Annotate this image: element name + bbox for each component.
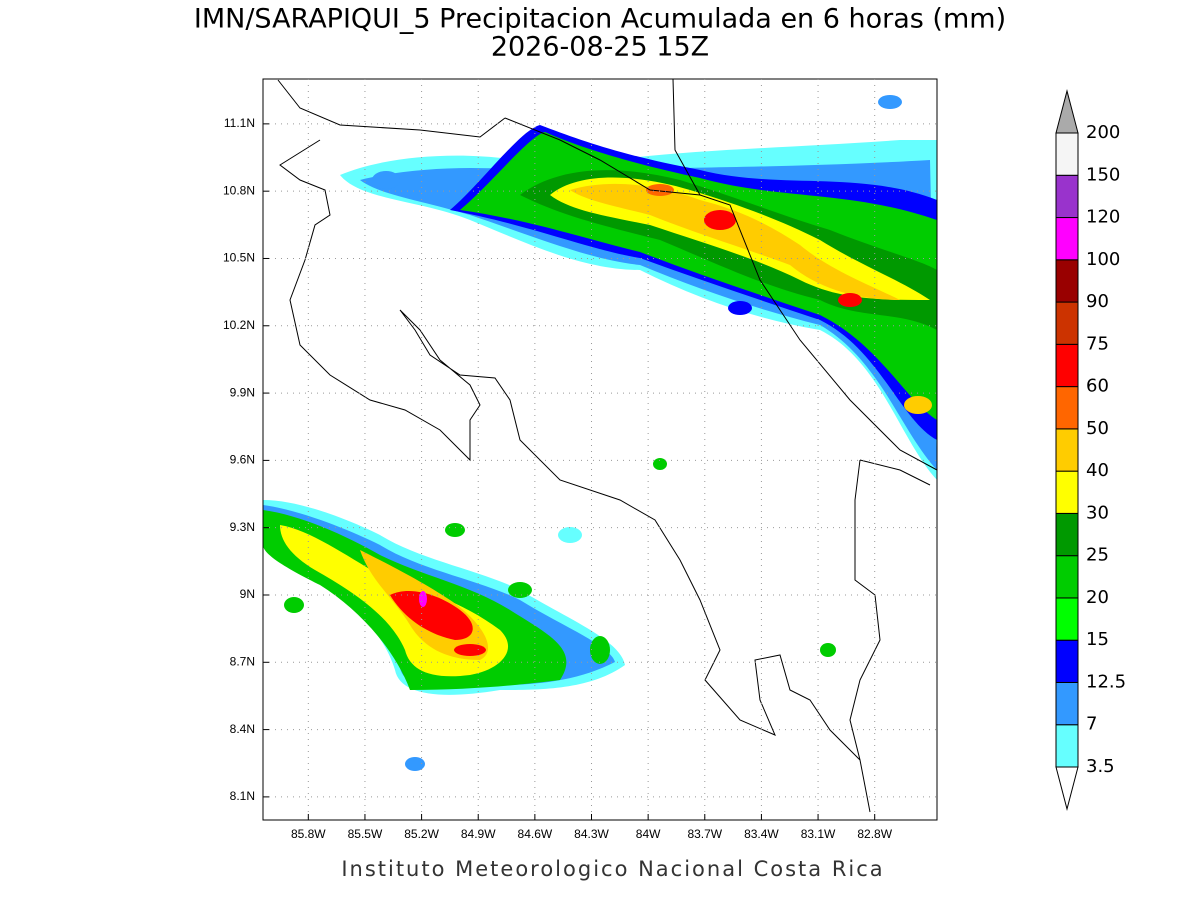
colorbar-label: 100 — [1086, 249, 1120, 270]
colorbar-box — [1055, 555, 1079, 599]
y-tick-label: 9N — [240, 587, 255, 601]
x-tick-label: 82.8W — [857, 827, 892, 841]
colorbar-box — [1055, 681, 1079, 726]
y-tick-label: 8.4N — [230, 722, 255, 736]
x-tick-label: 85.5W — [348, 827, 383, 841]
y-tick-label: 8.1N — [230, 789, 255, 803]
colorbar-label: 20 — [1086, 587, 1109, 608]
y-tick-label: 10.5N — [223, 251, 255, 265]
x-tick-label: 85.2W — [404, 827, 439, 841]
precip-field — [263, 95, 937, 771]
colorbar-box — [1055, 470, 1079, 514]
y-tick-label: 10.2N — [223, 318, 255, 332]
colorbar-box — [1055, 724, 1079, 768]
colorbar-label: 12.5 — [1086, 671, 1126, 692]
subtitle: 2026-08-25 15Z — [491, 32, 709, 63]
colorbar-label: 50 — [1086, 418, 1109, 439]
x-tick-label: 83.4W — [744, 827, 779, 841]
coastlines — [277, 79, 937, 813]
colorbar-box — [1055, 639, 1079, 683]
colorbar-label: 40 — [1086, 460, 1109, 481]
colorbar-under — [1055, 766, 1079, 811]
colorbar-box — [1055, 174, 1079, 219]
colorbar-box — [1055, 343, 1079, 388]
colorbar-box — [1055, 132, 1079, 176]
colorbar-box — [1055, 217, 1079, 261]
map-frame — [262, 78, 938, 821]
y-tick-label: 9.9N — [230, 385, 255, 399]
colorbar-box — [1055, 428, 1079, 472]
y-tick-label: 10.8N — [223, 183, 255, 197]
x-tick-label: 84.6W — [518, 827, 553, 841]
colorbar-label: 30 — [1086, 502, 1109, 523]
colorbar-box — [1055, 386, 1079, 430]
colorbar-label: 7 — [1086, 714, 1097, 735]
colorbar-label: 150 — [1086, 164, 1120, 185]
colorbar-box — [1055, 597, 1079, 641]
x-tick-label: 83.7W — [687, 827, 722, 841]
colorbar-label: 120 — [1086, 207, 1120, 228]
y-tick-label: 9.3N — [230, 520, 255, 534]
x-tick-label: 84.9W — [461, 827, 496, 841]
colorbar-label: 15 — [1086, 629, 1109, 650]
colorbar-label: 60 — [1086, 376, 1109, 397]
colorbar-box — [1055, 259, 1079, 303]
y-tick-label: 9.6N — [230, 453, 255, 467]
y-tick-label: 8.7N — [230, 654, 255, 668]
colorbar-label: 200 — [1086, 122, 1120, 143]
colorbar-box — [1055, 301, 1079, 345]
x-tick-label: 84.3W — [574, 827, 609, 841]
colorbar-over — [1055, 89, 1079, 134]
x-tick-label: 85.8W — [291, 827, 326, 841]
colorbar-label: 75 — [1086, 333, 1109, 354]
colorbar-label: 3.5 — [1086, 756, 1115, 777]
title: IMN/SARAPIQUI_5 Precipitacion Acumulada … — [194, 4, 1006, 35]
colorbar-box — [1055, 512, 1079, 557]
x-tick-label: 83.1W — [801, 827, 836, 841]
x-tick-label: 84W — [636, 827, 661, 841]
colorbar-label: 25 — [1086, 545, 1109, 566]
colorbar-label: 90 — [1086, 291, 1109, 312]
credit: Instituto Meteorologico Nacional Costa R… — [341, 857, 884, 881]
y-tick-label: 11.1N — [224, 116, 255, 130]
